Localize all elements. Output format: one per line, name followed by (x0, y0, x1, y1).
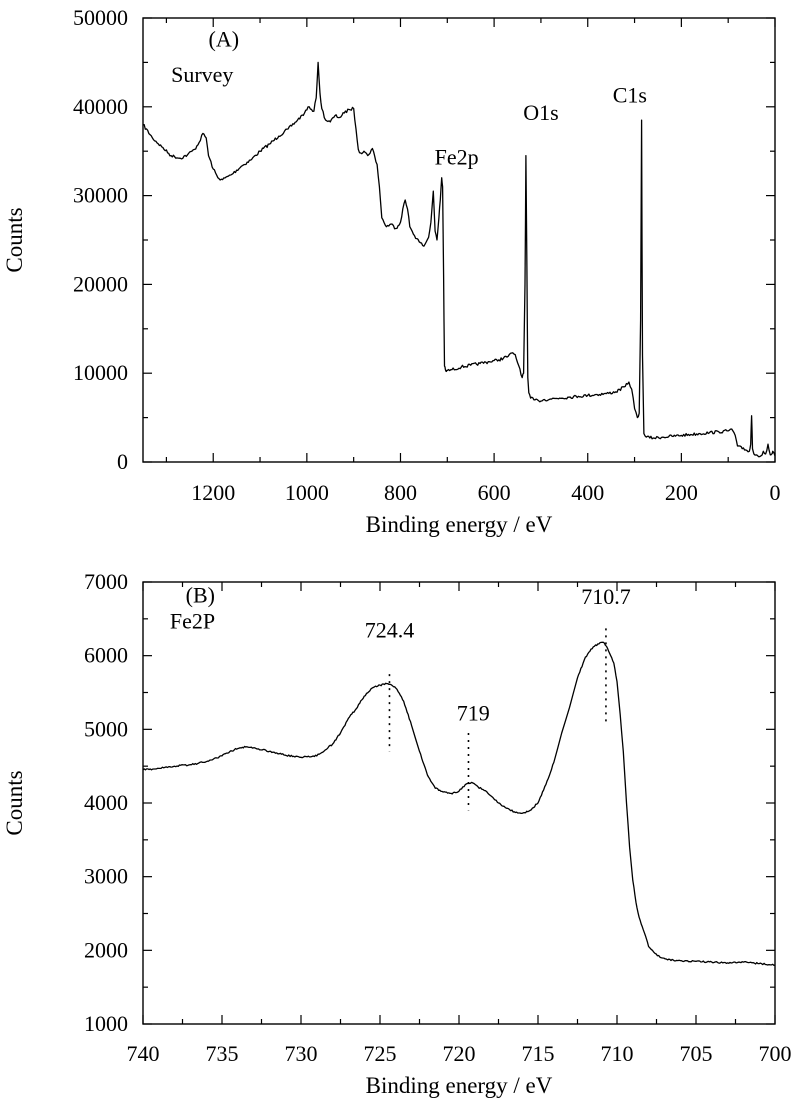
x-tick-label: 800 (384, 480, 417, 505)
y-tick-label: 10000 (73, 360, 128, 385)
y-tick-label: 2000 (84, 937, 128, 962)
x-tick-label: 740 (127, 1041, 160, 1066)
y-tick-label: 6000 (84, 643, 128, 668)
x-tick-label: 720 (443, 1041, 476, 1066)
annotation-c1s: C1s (613, 82, 647, 107)
x-axis-title: Binding energy / eV (366, 1073, 553, 1098)
x-tick-label: 1200 (191, 480, 235, 505)
x-axis-title: Binding energy / eV (366, 512, 553, 537)
x-tick-label: 0 (770, 480, 781, 505)
annotation-survey: Survey (171, 62, 233, 87)
y-axis-title: Counts (2, 770, 27, 835)
x-tick-label: 200 (665, 480, 698, 505)
annotation-fe2p: Fe2p (435, 145, 479, 170)
x-tick-label: 1000 (285, 480, 329, 505)
annotation-o1s: O1s (523, 100, 558, 125)
y-tick-label: 3000 (84, 864, 128, 889)
x-tick-label: 700 (759, 1041, 792, 1066)
plot-frame-b (142, 581, 776, 1025)
annotation-719: 719 (457, 700, 490, 725)
x-tick-label: 735 (206, 1041, 239, 1066)
y-tick-label: 7000 (84, 569, 128, 594)
annotation-710-7: 710.7 (581, 584, 631, 609)
x-tick-label: 705 (680, 1041, 713, 1066)
annotation-724-4: 724.4 (365, 617, 415, 642)
y-tick-label: 40000 (73, 94, 128, 119)
spectrum-line-a (142, 61, 776, 458)
y-tick-label: 50000 (73, 5, 128, 30)
fe2p-spectrum-panel: 740 735 730 725 720 715 710 705 700 1000 2000 3000 4… (2, 569, 792, 1098)
y-tick-label: 1000 (84, 1011, 128, 1036)
y-axis-title: Counts (2, 207, 27, 272)
x-tick-label: 600 (478, 480, 511, 505)
spectrum-line-b (142, 641, 776, 966)
annotation-fe2p: Fe2P (170, 608, 215, 633)
annotation-b: (B) (186, 583, 215, 608)
annotation-a: (A) (209, 26, 240, 51)
y-tick-label: 20000 (73, 271, 128, 296)
x-tick-label: 710 (601, 1041, 634, 1066)
survey-spectrum-panel: 1200 1000 800 600 400 200 00100002000030000400… (2, 5, 781, 537)
y-tick-label: 30000 (73, 183, 128, 208)
x-tick-label: 725 (364, 1041, 397, 1066)
plot-frame-a (142, 17, 776, 463)
x-tick-label: 400 (571, 480, 604, 505)
x-tick-label: 715 (522, 1041, 555, 1066)
y-tick-label: 4000 (84, 790, 128, 815)
y-tick-label: 0 (117, 449, 128, 474)
y-tick-label: 5000 (84, 716, 128, 741)
x-tick-label: 730 (285, 1041, 318, 1066)
